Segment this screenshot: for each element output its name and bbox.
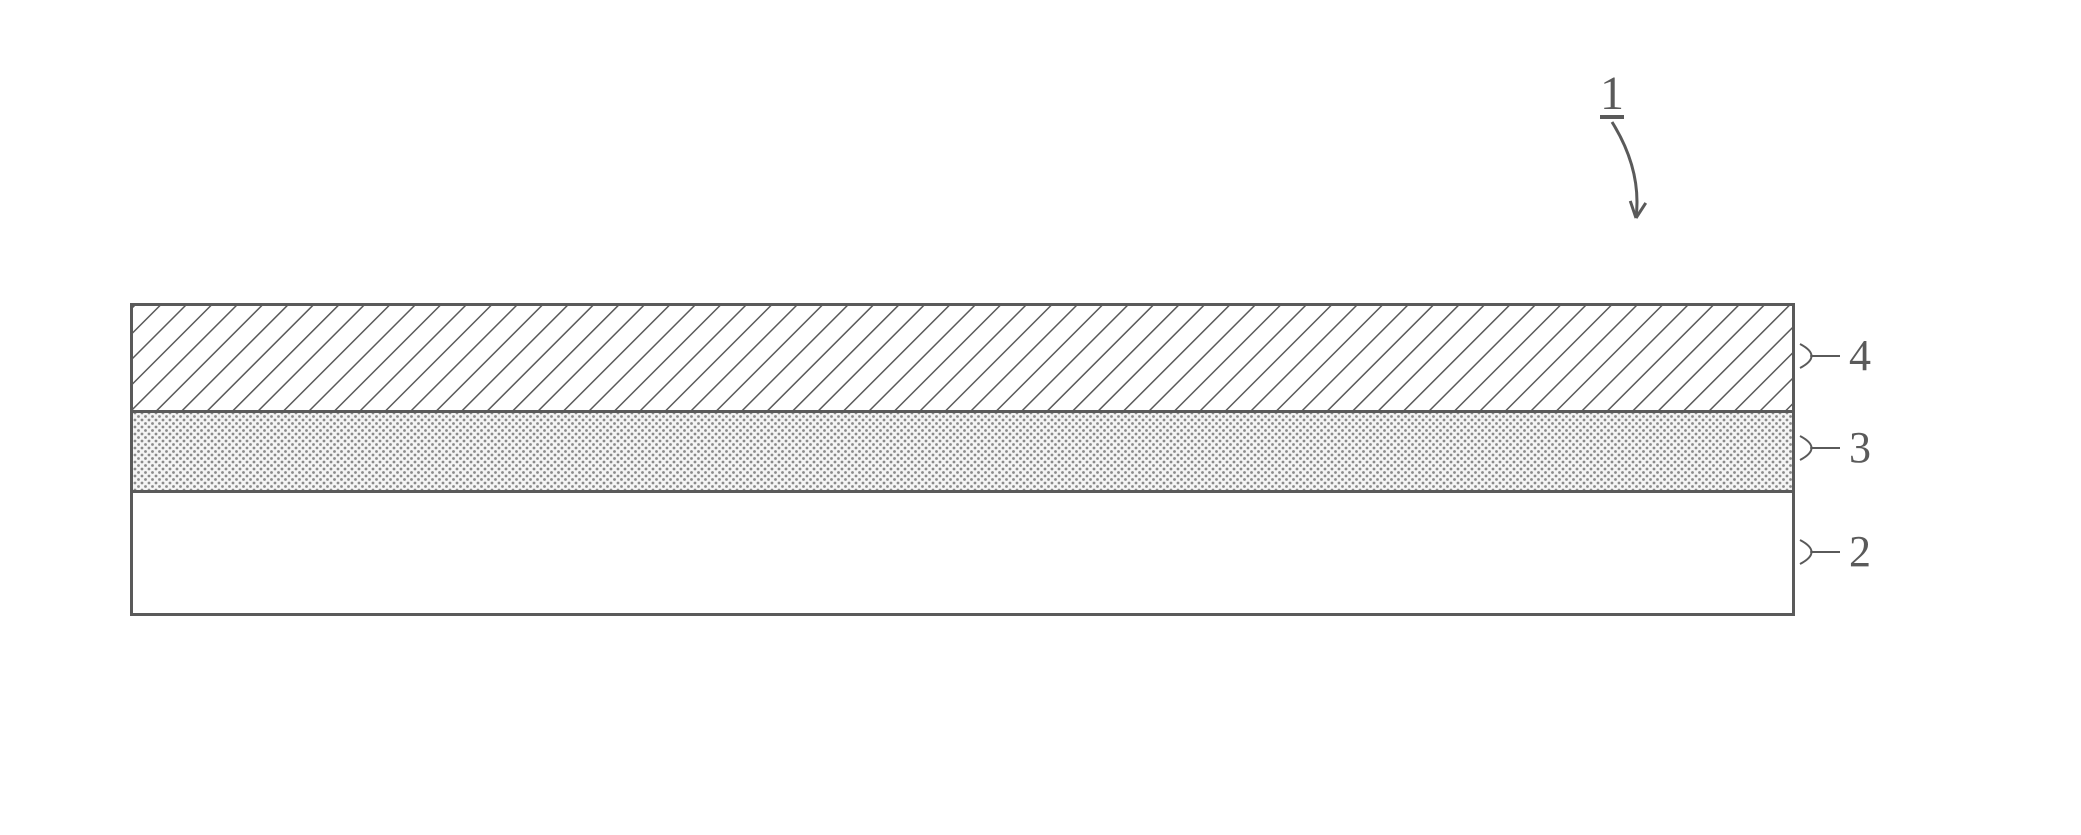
layer-top [133, 306, 1792, 411]
diagram-canvas: 4 3 2 1 [0, 0, 2081, 835]
layer-middle [133, 411, 1792, 491]
leader-line [1795, 535, 1845, 569]
leader-line [1795, 339, 1845, 373]
assembly-arrow [1592, 102, 1676, 238]
layer-divider [133, 410, 1792, 413]
layer-label-2: 2 [1849, 530, 1871, 574]
layer-stack [130, 303, 1795, 616]
layer-bottom [133, 491, 1792, 613]
layer-divider [133, 490, 1792, 493]
leader-line [1795, 431, 1845, 465]
layer-label-4: 4 [1849, 334, 1871, 378]
layer-label-3: 3 [1849, 426, 1871, 470]
